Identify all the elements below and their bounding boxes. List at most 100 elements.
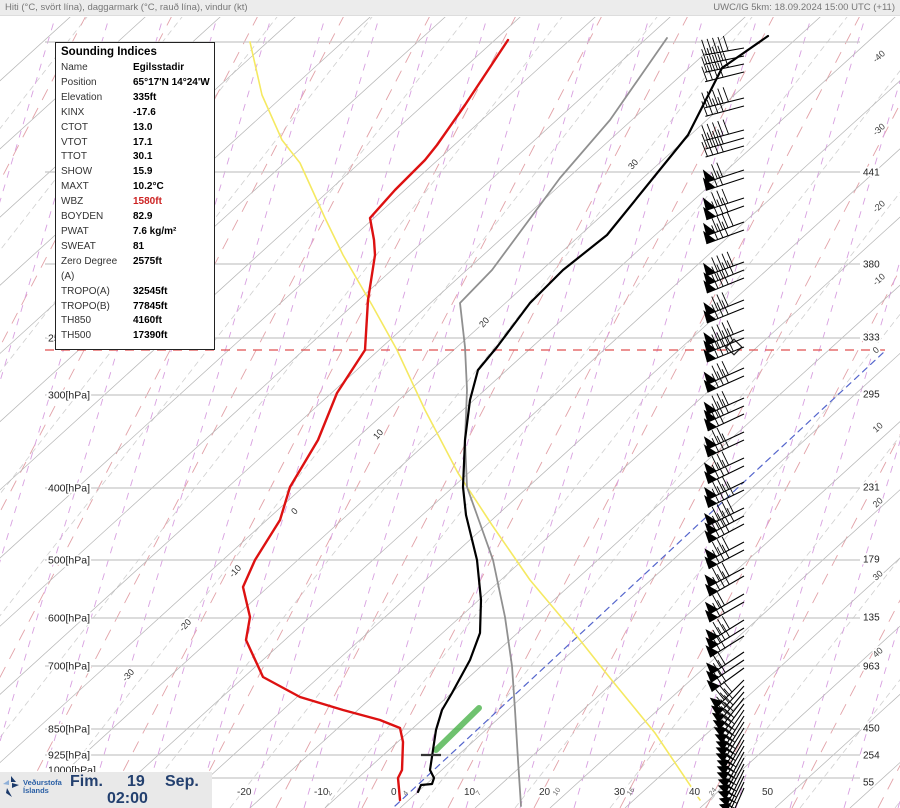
dewpoint-curve [241, 38, 510, 802]
indices-row-value: -17.6 [133, 106, 156, 118]
wind-barb [703, 399, 745, 423]
flight-level-label: 135 [863, 613, 880, 624]
wind-barb [705, 616, 745, 642]
flight-level-label: 963 [863, 662, 880, 673]
indices-row: KINX -17.6 [61, 106, 211, 121]
footer-date: 19 [127, 773, 145, 790]
indices-row: Elevation 335ft [61, 91, 211, 106]
flight-level-label: 441 [863, 168, 880, 179]
indices-row-value: Egilsstadir [133, 62, 185, 73]
footer-time: 02:00 [107, 790, 148, 807]
indices-row-label: CTOT [61, 121, 89, 133]
wind-barbs [701, 35, 745, 808]
wind-barb [703, 451, 745, 476]
indices-row-label: PWAT [61, 225, 89, 237]
mixing-ratio-label: 16 [626, 787, 636, 798]
wind-barb [701, 119, 745, 141]
indices-row-value: 15.9 [133, 166, 153, 178]
wind-barb [703, 221, 745, 245]
wind-barb [704, 507, 745, 536]
wind-barb [703, 328, 745, 354]
inline-isotherm-label: -20 [177, 617, 193, 633]
indices-row-value: 10.2°C [133, 181, 164, 193]
wind-barb [705, 651, 745, 675]
footer-bar: Veðurstofa Íslands Fim. 19 Sep. 02:00 [0, 772, 212, 808]
mixing-ratio-label: 4 [402, 790, 410, 797]
indices-row-value: 32545ft [133, 285, 168, 297]
pressure-axis-label: 925[hPa] [48, 750, 90, 762]
indices-row-label: Zero Degree (A) [61, 255, 118, 282]
indices-row-label: Name [61, 62, 88, 73]
vedurstofa-logo[interactable]: Veðurstofa Íslands [3, 776, 62, 798]
wind-barb [704, 499, 745, 527]
wind-barb [701, 137, 745, 158]
mixing-ratio-label: 10 [552, 787, 562, 798]
indices-row-label: TROPO(A) [61, 285, 110, 297]
indices-row-value: 77845ft [133, 300, 168, 312]
indices-row-value: 81 [133, 240, 145, 252]
right-isotherm-label: -40 [871, 48, 887, 64]
pressure-axis-label: 500[hPa] [48, 555, 90, 567]
wind-barb [703, 292, 745, 316]
wind-barb [703, 369, 745, 393]
wind-barb [705, 634, 745, 658]
indices-row-label: VTOT [61, 136, 88, 148]
wind-barb [701, 45, 745, 65]
indices-row-label: TH850 [61, 315, 92, 327]
wind-barb [701, 62, 745, 83]
wind-barb [703, 427, 745, 450]
wind-barb [715, 727, 745, 763]
wind-barb [704, 481, 745, 509]
flight-level-label: 231 [863, 483, 880, 494]
right-isotherm-label: 20 [871, 495, 885, 509]
indices-row-label: BOYDEN [61, 211, 104, 223]
wind-barb [703, 361, 745, 385]
indices-row-label: Position [61, 76, 97, 88]
yellow-reference-curve [249, 41, 701, 801]
footer-month: Sep. [165, 773, 199, 790]
wind-barb [702, 188, 745, 211]
indices-row: SWEAT 81 [61, 240, 211, 255]
pressure-axis-label: 400[hPa] [48, 483, 90, 495]
indices-row-label: TROPO(B) [61, 300, 110, 312]
bottom-temp-label: 20 [539, 787, 551, 798]
indices-row: TROPO(A) 32545ft [61, 285, 211, 300]
right-isotherm-label: -30 [871, 121, 887, 137]
wind-barb [703, 197, 745, 221]
indices-row: PWAT 7.6 kg/m² [61, 225, 211, 240]
flight-level-label: 450 [863, 724, 880, 735]
bottom-temp-label: 40 [689, 787, 701, 798]
mixing-line-curve [394, 351, 885, 807]
mixing-ratio-label: 2 [326, 790, 334, 797]
pressure-axis-label: 850[hPa] [48, 724, 90, 736]
inline-isotherm-label: 30 [626, 157, 640, 171]
flight-level-label: 333 [863, 333, 880, 344]
indices-row-label: MAXT [61, 181, 89, 193]
vedurstofa-logo-icon [3, 776, 19, 797]
indices-row-value: 2575ft [133, 255, 162, 267]
flight-level-label: 254 [863, 751, 880, 762]
indices-row-label: SHOW [61, 166, 93, 178]
mixing-ratio-label: 24 [708, 787, 718, 798]
indices-row-value: 7.6 kg/m² [133, 225, 177, 237]
wind-barb [704, 536, 745, 562]
temperature-curve [416, 34, 770, 794]
wind-barb [704, 544, 745, 570]
vedurstofa-logo-text: Veðurstofa Íslands [23, 777, 62, 795]
flight-level-label: 179 [863, 555, 880, 566]
footer-day: Fim. [70, 773, 103, 790]
indices-row-value: 65°17'N 14°24'W [133, 76, 210, 88]
parcel-curve [459, 37, 668, 807]
background-line-families [0, 17, 900, 808]
wind-barb [703, 300, 745, 324]
wind-barb [703, 270, 745, 294]
flight-level-label: 380 [863, 260, 880, 271]
wind-barb [701, 87, 745, 109]
indices-row: CTOT 13.0 [61, 121, 211, 136]
right-isotherm-label: 30 [871, 568, 885, 582]
header-bar: Hiti (°C, svört lína), daggarmark (°C, r… [0, 0, 900, 16]
pressure-axis-label: 300[hPa] [48, 390, 90, 402]
wind-barb [706, 667, 745, 692]
